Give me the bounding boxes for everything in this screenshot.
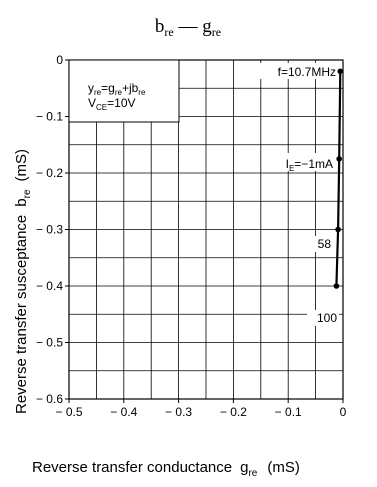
data-series-line [335,71,342,287]
legend-box [68,59,180,123]
data-point [337,68,344,75]
y-axis-ticks: 0 − 0.1 − 0.2 − 0.3 − 0.4 − 0.5 − 0.6 [36,53,69,406]
freq-label-bg [256,63,336,79]
y-tick-label: − 0.6 [36,392,63,406]
y-axis-label: Reverse transfer susceptancebre(mS) [13,149,33,414]
data-point [335,226,341,233]
x-tick-label: − 0.2 [220,405,247,419]
legend-line-2: VCE=10V [88,96,136,112]
x-tick-label: − 0.5 [55,405,82,419]
x-tick-label: 0 [340,405,347,419]
y-tick-label: − 0.4 [36,279,63,293]
y-tick-label: 0 [56,53,63,67]
p100-annotation: 100 [317,311,337,325]
x-axis-label: Reverse transfer conductance gre (mS) [32,459,300,479]
legend-line-1: yre=gre+jbre [88,81,146,97]
freq-annotation: f=10.7MHz [278,65,336,79]
y-tick-label: − 0.5 [36,336,63,350]
chart-title: bre — gre [155,16,221,39]
data-series [335,71,342,287]
plot-area: yre=gre+jbre VCE=10V f=10.7MHz IE=−1mA 5… [68,59,344,400]
x-tick-label: − 0.4 [110,405,137,419]
y-tick-label: − 0.3 [36,223,63,237]
x-tick-label: − 0.1 [275,405,302,419]
y-tick-label: − 0.1 [36,110,63,124]
ie-label-bg [270,153,334,171]
p58-annotation: 58 [318,237,332,251]
x-axis-ticks: − 0.5 − 0.4 − 0.3 − 0.2 − 0.1 0 [55,399,347,419]
ie-annotation: IE=−1mA [286,157,333,173]
x-tick-label: − 0.3 [165,405,192,419]
data-points [333,68,344,289]
y-tick-label: − 0.2 [36,166,63,180]
data-point [336,156,342,162]
p100-label-bg [307,310,339,326]
p58-label-bg [313,236,333,252]
data-point [333,283,340,289]
